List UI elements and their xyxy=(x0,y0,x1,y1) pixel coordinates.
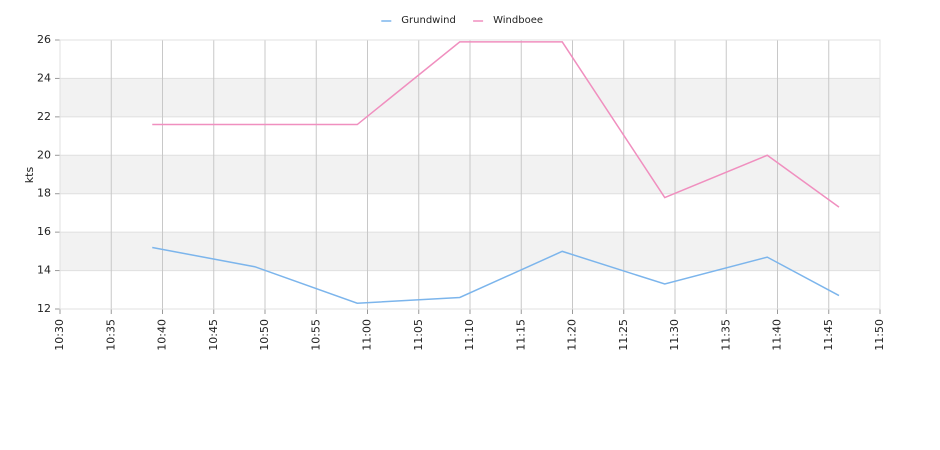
y-tick-label: 26 xyxy=(37,33,51,46)
x-tick-label: 11:50 xyxy=(873,319,886,351)
x-tick-label: 10:40 xyxy=(156,319,169,351)
y-tick-label: 16 xyxy=(37,225,51,238)
x-tick-label: 11:20 xyxy=(566,319,579,351)
x-tick-label: 11:35 xyxy=(719,319,732,351)
x-tick-label: 10:30 xyxy=(53,319,66,351)
plot-border xyxy=(59,39,881,310)
y-tick-label: 22 xyxy=(37,110,51,123)
x-tick-label: 11:25 xyxy=(617,319,630,351)
x-tick-label: 11:40 xyxy=(771,319,784,351)
y-tick-label: 24 xyxy=(37,71,51,84)
x-tick-label: 10:45 xyxy=(207,319,220,351)
y-tick-label: 20 xyxy=(37,148,51,161)
x-tick-label: 11:05 xyxy=(412,319,425,351)
y-tick-label: 14 xyxy=(37,264,51,277)
x-tick-label: 11:30 xyxy=(668,319,681,351)
x-tick-label: 11:45 xyxy=(822,319,835,351)
x-tick-label: 10:50 xyxy=(258,319,271,351)
x-tick-label: 11:15 xyxy=(514,319,527,351)
series-line xyxy=(152,41,840,208)
legend-label: Grundwind xyxy=(401,15,456,26)
series-line xyxy=(152,246,840,304)
x-tick-label: 10:35 xyxy=(104,319,117,351)
y-axis-label: kts xyxy=(23,167,36,184)
x-tick-label: 11:00 xyxy=(361,319,374,351)
y-tick-label: 18 xyxy=(37,187,51,200)
y-tick-label: 12 xyxy=(37,302,51,315)
x-tick-label: 10:55 xyxy=(309,319,322,351)
x-tick-label: 11:10 xyxy=(463,319,476,351)
legend-label: Windboee xyxy=(493,15,543,26)
